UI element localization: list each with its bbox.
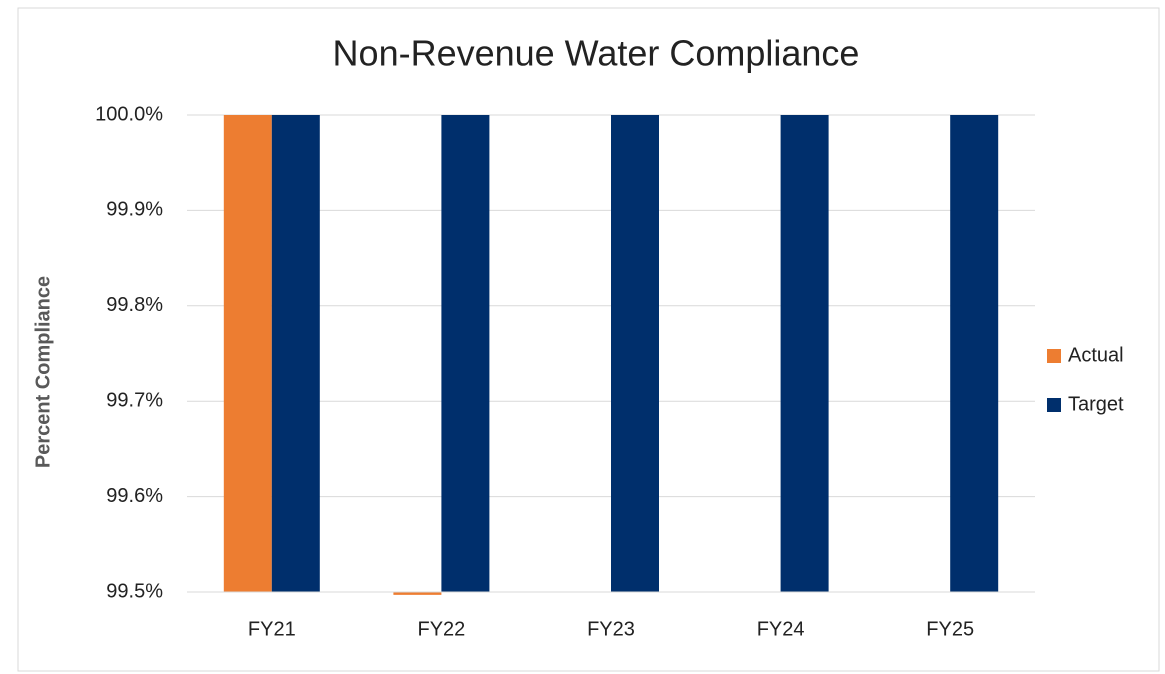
chart-title: Non-Revenue Water Compliance <box>333 33 860 74</box>
bar <box>611 115 659 592</box>
y-tick-label: 100.0% <box>95 103 163 125</box>
legend-label: Actual <box>1068 344 1124 366</box>
y-tick-label: 99.5% <box>106 580 163 602</box>
bar <box>393 592 442 595</box>
x-tick-label: FY24 <box>757 618 805 640</box>
legend-swatch <box>1047 398 1061 412</box>
y-tick-label: 99.6% <box>106 485 163 507</box>
bar <box>223 115 272 592</box>
bar <box>441 115 490 592</box>
x-tick-label: FY23 <box>587 618 635 640</box>
y-tick-label: 99.9% <box>106 199 163 221</box>
legend-label: Target <box>1068 393 1124 415</box>
legend-swatch <box>1047 349 1061 363</box>
bar <box>950 115 999 592</box>
x-tick-label: FY22 <box>417 618 465 640</box>
bar <box>780 115 829 592</box>
x-tick-label: FY25 <box>926 618 974 640</box>
bar <box>271 115 320 592</box>
y-tick-label: 99.8% <box>106 294 163 316</box>
x-tick-label: FY21 <box>248 618 296 640</box>
y-axis-label: Percent Compliance <box>32 276 54 468</box>
y-tick-label: 99.7% <box>106 389 163 411</box>
